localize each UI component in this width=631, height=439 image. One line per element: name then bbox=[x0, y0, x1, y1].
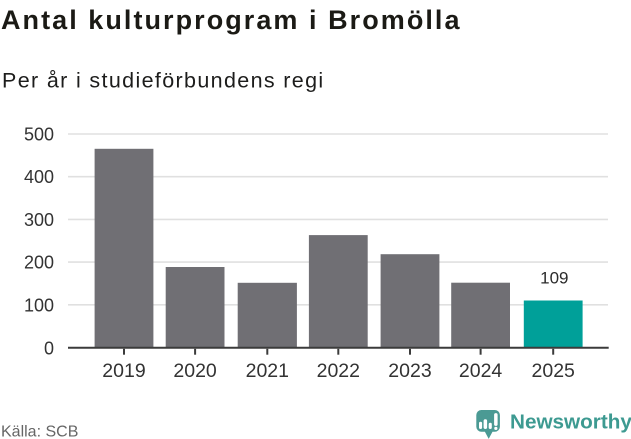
svg-text:2025: 2025 bbox=[532, 360, 576, 382]
svg-text:0: 0 bbox=[44, 338, 54, 358]
svg-text:200: 200 bbox=[24, 253, 54, 273]
svg-text:100: 100 bbox=[24, 295, 54, 315]
svg-text:2021: 2021 bbox=[246, 360, 289, 382]
svg-text:500: 500 bbox=[24, 125, 54, 145]
svg-text:2020: 2020 bbox=[173, 360, 217, 382]
svg-text:Newsworthy: Newsworthy bbox=[510, 410, 631, 433]
svg-text:2019: 2019 bbox=[102, 360, 145, 382]
svg-text:300: 300 bbox=[24, 210, 54, 230]
svg-text:2022: 2022 bbox=[317, 360, 360, 382]
svg-text:400: 400 bbox=[24, 167, 54, 187]
svg-text:Antal kulturprogram i Bromölla: Antal kulturprogram i Bromölla bbox=[1, 5, 462, 35]
svg-text:2023: 2023 bbox=[388, 360, 431, 382]
svg-text:Källa: SCB: Källa: SCB bbox=[1, 424, 78, 439]
svg-text:Per år i studieförbundens regi: Per år i studieförbundens regi bbox=[2, 69, 325, 93]
svg-text:2024: 2024 bbox=[459, 360, 503, 382]
svg-text:109: 109 bbox=[540, 269, 568, 288]
